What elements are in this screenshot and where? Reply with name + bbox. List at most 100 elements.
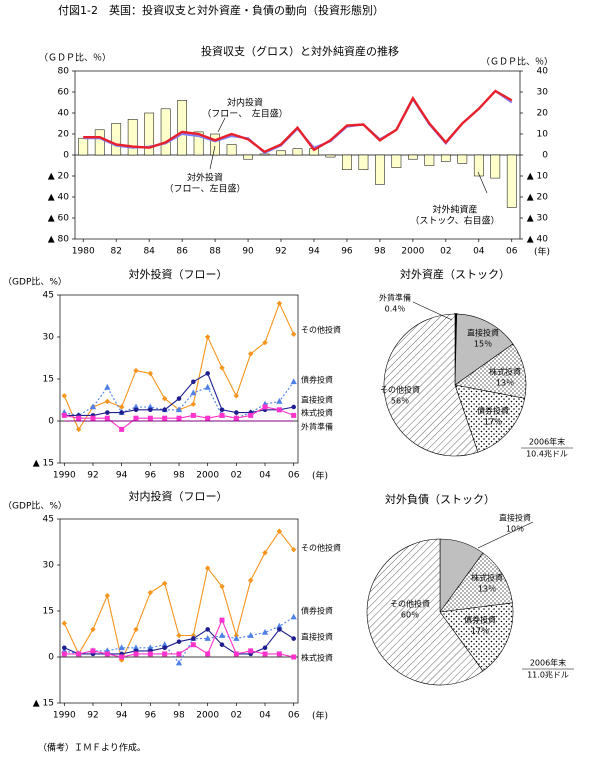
leader bbox=[217, 117, 226, 133]
y-tick-label: 0 bbox=[48, 417, 54, 427]
marker bbox=[291, 636, 296, 641]
bar bbox=[111, 123, 122, 156]
slice-value: 17％ bbox=[484, 418, 502, 427]
y-axis-label: （GDP比、%） bbox=[3, 276, 67, 288]
x-tick-label: 84 bbox=[143, 247, 155, 257]
bar bbox=[490, 154, 501, 179]
marker bbox=[276, 407, 282, 413]
marker bbox=[248, 412, 254, 418]
slice-label: 株式投資 bbox=[489, 367, 521, 377]
marker bbox=[276, 528, 283, 534]
x-tick-label: 1990 bbox=[53, 471, 76, 481]
series-label: その他投資 bbox=[301, 325, 341, 335]
marker bbox=[147, 370, 154, 377]
bar bbox=[506, 154, 517, 208]
y-tick-label: 15 bbox=[43, 607, 54, 617]
bar bbox=[160, 108, 171, 156]
x-tick-label: 2000 bbox=[196, 711, 219, 721]
marker bbox=[291, 412, 297, 418]
marker bbox=[62, 645, 67, 651]
y2-tick-label: ▲ 20 bbox=[527, 193, 549, 203]
marker bbox=[291, 654, 297, 660]
marker bbox=[61, 412, 67, 418]
marker bbox=[176, 415, 182, 421]
y-tick-label: ▲ 15 bbox=[33, 699, 54, 709]
marker bbox=[61, 651, 67, 657]
marker bbox=[204, 635, 211, 641]
x-tick-label: 82 bbox=[110, 247, 121, 257]
bar bbox=[375, 154, 385, 185]
annotation-name: 対内投資 bbox=[227, 97, 263, 109]
marker bbox=[162, 407, 167, 413]
series-label: その他投資 bbox=[301, 543, 341, 553]
x-tick-label: 98 bbox=[374, 247, 386, 257]
slice-value: 13％ bbox=[496, 379, 514, 388]
marker bbox=[262, 645, 268, 651]
x-tick-label: 94 bbox=[116, 711, 128, 721]
note: 10.4兆ドル bbox=[526, 449, 568, 459]
x-axis-label: (年) bbox=[534, 246, 550, 258]
y-tick-label: 30 bbox=[43, 333, 55, 343]
marker bbox=[262, 339, 268, 346]
marker bbox=[162, 651, 168, 657]
annotation-note: （フロー、左目盛） bbox=[165, 183, 246, 195]
x-tick-label: 1990 bbox=[53, 711, 76, 721]
y-tick-label: ▲ 80 bbox=[48, 235, 70, 245]
slice-label: 株式投資 bbox=[471, 573, 503, 583]
bar bbox=[325, 154, 336, 158]
marker bbox=[247, 631, 254, 638]
x-tick-label: 94 bbox=[116, 471, 128, 481]
marker bbox=[148, 407, 153, 413]
marker bbox=[276, 397, 283, 404]
marker bbox=[233, 415, 239, 421]
marker bbox=[190, 389, 197, 396]
series-label: 直接投資 bbox=[301, 632, 333, 642]
y2-tick-label: 10 bbox=[537, 130, 549, 140]
y-axis-label: （GDP比、%） bbox=[3, 500, 67, 512]
bar bbox=[342, 154, 352, 170]
bar bbox=[358, 154, 369, 170]
marker bbox=[75, 426, 82, 433]
figure-title: 付図1-2 英国：投資収支と対外資産・負債の動向（投資形態別） bbox=[58, 3, 384, 17]
marker bbox=[90, 626, 96, 633]
y-tick-label: 15 bbox=[43, 375, 54, 385]
marker bbox=[147, 415, 153, 421]
footnote: （備考）ＩＭＦより作成。 bbox=[38, 742, 146, 754]
marker bbox=[104, 383, 111, 390]
slice-value: 13％ bbox=[478, 585, 496, 594]
x-tick-label: 2000 bbox=[401, 247, 424, 257]
bar bbox=[144, 112, 155, 156]
slice-value: 15％ bbox=[474, 340, 492, 349]
y-tick-label: ▲ 15 bbox=[33, 459, 54, 469]
annotation-name: 対外純資産 bbox=[432, 204, 477, 216]
y-tick-label: 20 bbox=[58, 130, 70, 140]
marker bbox=[248, 648, 254, 654]
marker bbox=[133, 415, 139, 421]
y-tick-label: 0 bbox=[48, 653, 54, 663]
bar bbox=[226, 144, 237, 156]
x-tick-label: 06 bbox=[288, 711, 300, 721]
marker bbox=[290, 613, 297, 620]
marker bbox=[176, 639, 182, 644]
plot-frame bbox=[59, 518, 299, 704]
bar bbox=[127, 119, 138, 156]
y-tick-label: 0 bbox=[63, 151, 69, 161]
bar bbox=[391, 154, 402, 168]
x-tick-label: 92 bbox=[87, 711, 98, 721]
x-tick-label: 02 bbox=[231, 711, 242, 721]
x-tick-label: 06 bbox=[506, 247, 518, 257]
marker bbox=[276, 651, 282, 657]
note: 11.0兆ドル bbox=[527, 670, 569, 680]
x-tick-label: 96 bbox=[145, 711, 157, 721]
marker bbox=[118, 644, 125, 651]
pie-slice bbox=[383, 313, 479, 457]
slice-label: 債券投資 bbox=[464, 615, 496, 625]
slice-label: 直接投資 bbox=[467, 328, 499, 338]
y-tick-label: 40 bbox=[58, 109, 70, 119]
marker bbox=[204, 383, 211, 390]
marker bbox=[247, 577, 254, 584]
y-tick-label: 80 bbox=[58, 67, 70, 77]
marker bbox=[262, 651, 268, 657]
slice-label: 外貨準備 bbox=[379, 293, 411, 303]
